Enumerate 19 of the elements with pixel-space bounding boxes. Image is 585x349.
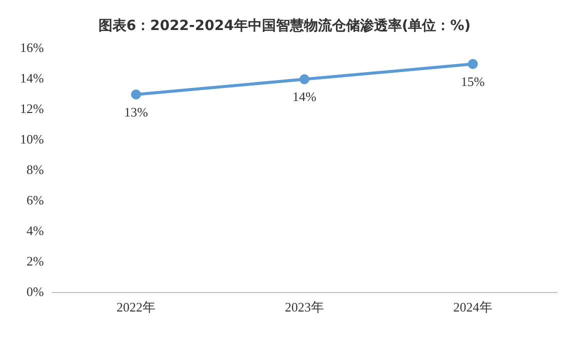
y-tick-label: 12%	[20, 101, 44, 116]
data-label: 15%	[460, 74, 485, 89]
y-tick-label: 10%	[20, 132, 44, 147]
data-label: 14%	[292, 89, 316, 104]
point	[468, 59, 478, 70]
y-tick-label: 16%	[20, 40, 44, 56]
y-tick-label: 2%	[26, 253, 44, 268]
point	[299, 74, 310, 84]
x-tick-label: 2024年	[453, 300, 492, 315]
y-tick-label: 8%	[26, 162, 44, 178]
chart-title: 图表6：2022-2024年中国智慧物流仓储渗透率(单位：%)	[98, 17, 471, 34]
y-tick-label: 4%	[26, 222, 44, 238]
y-tick-label: 14%	[20, 70, 44, 86]
y-tick-label: 6%	[26, 192, 44, 208]
x-tick-label: 2023年	[284, 300, 324, 315]
point	[131, 89, 142, 100]
y-tick-label: 0%	[26, 284, 44, 299]
x-tick-label: 2022年	[116, 300, 156, 315]
data-label: 13%	[124, 104, 148, 120]
